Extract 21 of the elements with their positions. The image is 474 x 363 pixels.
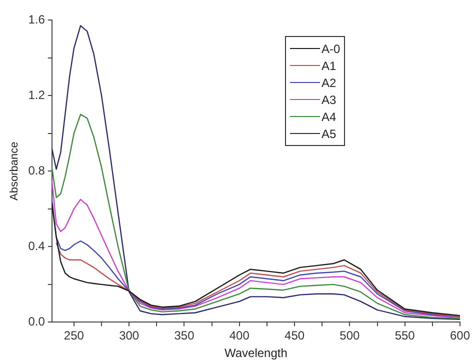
y-tick-label: 1.2 [28, 88, 46, 102]
x-tick-label: 350 [174, 328, 195, 343]
y-tick-label: 1.6 [28, 12, 46, 26]
x-tick-label: 300 [119, 328, 140, 343]
x-tick-label: 550 [394, 328, 416, 343]
y-tick-label: 0.8 [28, 163, 46, 178]
x-axis-title: Wavelength [224, 346, 288, 360]
y-tick-label: 0.0 [28, 314, 46, 329]
legend-label: A5 [322, 126, 336, 140]
y-axis-title: Absorbance [8, 142, 21, 200]
legend-label: A1 [322, 58, 336, 72]
x-tick-label: 250 [64, 328, 84, 343]
x-tick-label: 450 [284, 328, 305, 343]
x-tick-label: 500 [340, 328, 360, 343]
legend-label: A4 [322, 110, 336, 124]
y-tick-label: 0.4 [28, 238, 46, 253]
x-tick-label: 400 [229, 328, 250, 343]
legend-label: A3 [322, 92, 336, 106]
legend-label: A2 [322, 76, 336, 90]
x-tick-label: 600 [450, 328, 470, 343]
legend-label: A-0 [322, 42, 340, 56]
